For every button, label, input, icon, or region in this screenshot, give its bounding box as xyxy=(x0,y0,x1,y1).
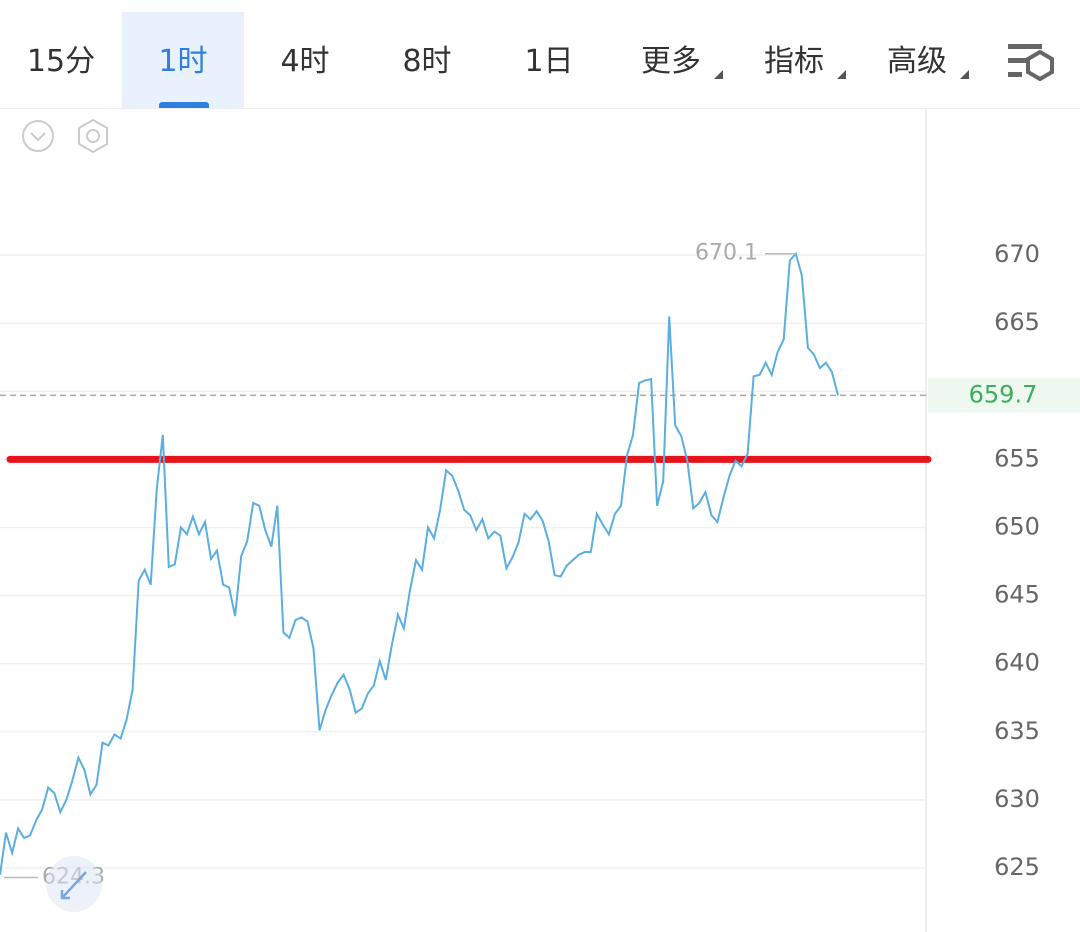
timeframe-tab[interactable]: 8时 xyxy=(402,44,452,79)
y-tick-label: 670 xyxy=(994,240,1040,268)
collapse-icon-chevron xyxy=(30,132,46,142)
settings-icon[interactable] xyxy=(78,118,108,154)
y-tick-label: 630 xyxy=(994,785,1040,813)
timeframe-tab[interactable]: 高级 xyxy=(887,44,947,79)
y-tick-label: 655 xyxy=(994,444,1040,472)
y-tick-label: 650 xyxy=(994,512,1040,540)
dropdown-arrow xyxy=(837,70,846,79)
price-line xyxy=(0,251,839,875)
settings-icon-center xyxy=(86,129,100,143)
collapse-icon[interactable] xyxy=(22,120,54,152)
icon-bar xyxy=(1008,58,1026,63)
zoom-icon xyxy=(61,871,87,899)
icon-hex xyxy=(1026,49,1054,82)
timeframe-tab[interactable]: 4时 xyxy=(280,44,330,79)
dropdown-arrow xyxy=(714,70,723,79)
timeframe-tab[interactable]: 15分 xyxy=(26,44,96,79)
timeframe-tab[interactable]: 1时 xyxy=(122,12,244,108)
y-tick-label: 645 xyxy=(994,581,1040,609)
last-price-box xyxy=(928,378,1080,413)
tab-bar: 15分 1时 4时 8时 1日 更多 指标 高级 xyxy=(0,0,1080,109)
last-price-label: 659.7 xyxy=(969,380,1038,408)
timeframe-tab[interactable]: 1日 xyxy=(524,44,574,79)
y-tick-label: 635 xyxy=(994,717,1040,745)
timeframe-tab[interactable]: 指标 xyxy=(764,44,824,79)
dropdown-arrow xyxy=(960,70,969,79)
timeframe-tab[interactable]: 更多 xyxy=(641,44,701,79)
y-tick-label: 665 xyxy=(994,308,1040,336)
y-tick-label: 640 xyxy=(994,649,1040,677)
icon-bar xyxy=(1008,44,1042,49)
layout-icon[interactable] xyxy=(1008,44,1054,82)
max-label: 670.1 xyxy=(695,241,758,266)
y-tick-label: 625 xyxy=(994,853,1040,881)
icon-bar xyxy=(1008,72,1022,77)
